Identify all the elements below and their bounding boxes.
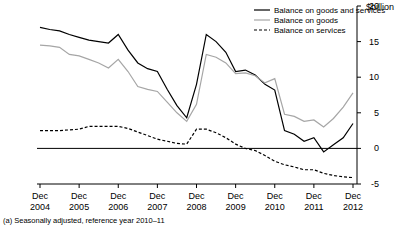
y-axis (357, 6, 358, 184)
legend-label: Balance on goods and services (274, 6, 385, 15)
x-tick-label-line: Dec (149, 191, 166, 201)
series-line (40, 27, 353, 152)
y-tick-label: 5 (374, 108, 379, 118)
x-tick-label-line: 2009 (226, 202, 246, 212)
x-tick-label-line: 2006 (108, 202, 128, 212)
legend-label: Balance on services (274, 26, 346, 35)
x-tick-label-line: 2004 (30, 202, 50, 212)
x-tick-label: Dec2005 (69, 191, 89, 212)
x-tick-label-line: Dec (345, 191, 362, 201)
zero-line (37, 148, 357, 149)
y-tick-label: 0 (374, 143, 379, 153)
y-tick (357, 112, 361, 113)
footnote: (a) Seasonally adjusted, reference year … (3, 216, 165, 225)
y-tick (357, 148, 361, 149)
x-tick-label-line: 2010 (265, 202, 285, 212)
legend: Balance on goods and servicesBalance on … (254, 6, 385, 35)
plot-area (40, 27, 353, 177)
x-tick-label: Dec2009 (226, 191, 246, 212)
x-tick-label: Dec2011 (304, 191, 323, 212)
x-tick-label-line: 2011 (304, 202, 323, 212)
legend-swatch (254, 9, 270, 10)
x-tick (118, 184, 119, 188)
x-tick-label-line: Dec (188, 191, 205, 201)
x-tick (313, 184, 314, 188)
x-tick-label: Dec2007 (147, 191, 167, 212)
x-tick-label: Dec2004 (30, 191, 50, 212)
x-tick (274, 184, 275, 188)
x-tick-label-line: 2008 (186, 202, 206, 212)
x-tick (196, 184, 197, 188)
y-tick (357, 77, 361, 78)
x-tick-label-line: 2012 (343, 202, 363, 212)
x-tick-label: Dec2012 (343, 191, 363, 212)
x-tick (40, 184, 41, 188)
x-tick-label-line: Dec (306, 191, 323, 201)
legend-swatch (254, 29, 270, 30)
y-tick (357, 184, 361, 185)
x-tick (79, 184, 80, 188)
x-tick-label-line: 2007 (147, 202, 167, 212)
x-tick-label: Dec2006 (108, 191, 128, 212)
x-tick-label: Dec2010 (265, 191, 285, 212)
x-tick-label-line: Dec (110, 191, 127, 201)
x-tick (235, 184, 236, 188)
y-tick-label: 15 (369, 37, 379, 47)
x-tick-label-line: Dec (32, 191, 49, 201)
y-tick-label: 10 (369, 72, 379, 82)
y-tick-label: -5 (371, 179, 379, 189)
x-tick-label: Dec2008 (186, 191, 206, 212)
legend-swatch (254, 19, 270, 20)
x-tick (353, 184, 354, 188)
y-tick (357, 41, 361, 42)
x-tick-label-line: Dec (71, 191, 88, 201)
legend-label: Balance on goods (274, 16, 338, 25)
x-tick-label-line: 2005 (69, 202, 89, 212)
x-tick-label-line: Dec (267, 191, 284, 201)
chart: -505101520$billionDec2004Dec2005Dec2006D… (0, 0, 397, 227)
series-line (40, 45, 353, 127)
x-tick-label-line: Dec (228, 191, 245, 201)
x-tick (157, 184, 158, 188)
series-line (40, 126, 353, 177)
